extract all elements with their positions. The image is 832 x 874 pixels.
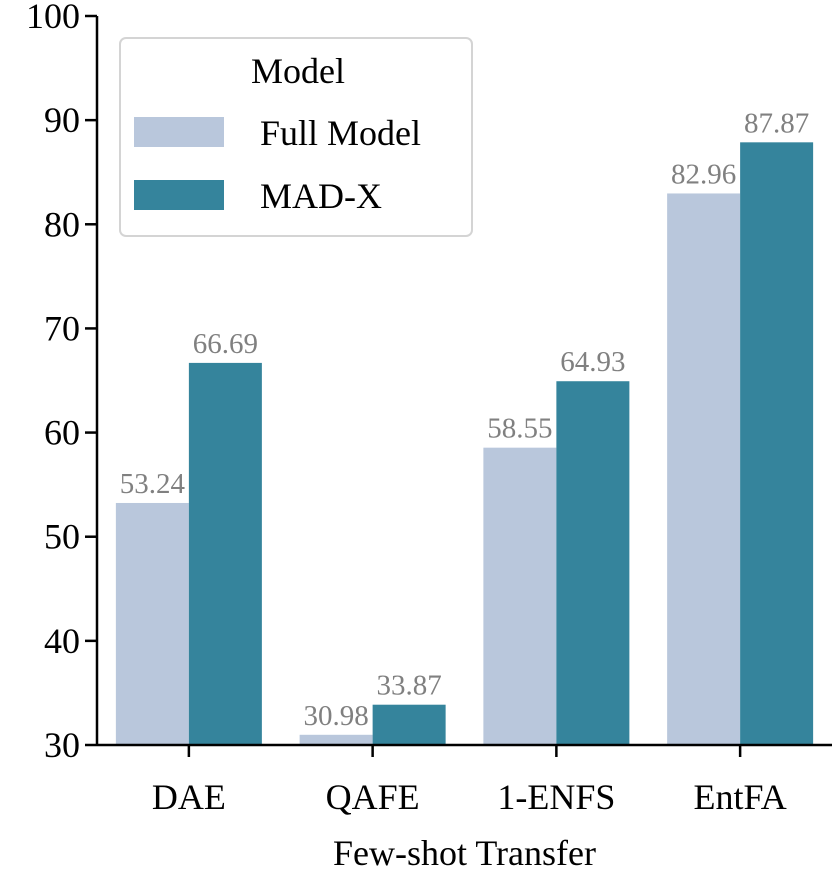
bar-mad-x-dae (188, 362, 262, 745)
x-axis: DAE QAFE 1-ENFS EntFA (97, 743, 832, 817)
y-tick-label-40: 40 (44, 621, 80, 661)
y-tick-label-100: 100 (26, 0, 80, 36)
x-tick-label-1-enfs: 1-ENFS (497, 777, 615, 817)
y-axis: 30 40 50 60 70 80 90 100 (26, 0, 99, 765)
data-label-mad-x-qafe: 33.87 (377, 670, 442, 702)
bar-full-model-entfa (667, 193, 741, 746)
y-tick-label-60: 60 (44, 413, 80, 453)
data-label-mad-x-1-enfs: 64.93 (560, 346, 625, 378)
data-label-full-model-dae: 53.24 (120, 468, 186, 500)
bar-mad-x-1-enfs (556, 381, 630, 745)
y-tick-label-80: 80 (44, 204, 80, 244)
bars-layer (115, 142, 814, 746)
y-tick-label-30: 30 (44, 725, 80, 765)
x-tick-label-dae: DAE (152, 777, 226, 817)
x-axis-title: Few-shot Transfer (333, 833, 596, 873)
y-tick-label-90: 90 (44, 100, 80, 140)
y-tick-label-50: 50 (44, 517, 80, 557)
data-labels-layer: 53.24 30.98 58.55 82.96 66.69 33.87 64.93 87.87 (120, 107, 810, 731)
legend-swatch-full-model (134, 117, 224, 147)
data-label-full-model-1-enfs: 58.55 (487, 413, 552, 445)
data-label-full-model-qafe: 30.98 (304, 700, 369, 732)
x-tick-label-qafe: QAFE (326, 777, 420, 817)
legend-title: Model (251, 51, 345, 91)
data-label-mad-x-dae: 66.69 (193, 328, 258, 360)
legend-label-full-model: Full Model (260, 113, 421, 153)
bar-full-model-dae (115, 502, 189, 745)
x-tick-label-entfa: EntFA (693, 777, 786, 817)
bar-mad-x-qafe (372, 704, 446, 745)
legend: Model Full Model MAD-X (119, 37, 473, 237)
bar-full-model-qafe (299, 734, 373, 745)
legend-swatch-mad-x (134, 180, 224, 210)
data-label-mad-x-entfa: 87.87 (744, 107, 809, 139)
bar-mad-x-entfa (740, 142, 814, 745)
y-tick-label-70: 70 (44, 308, 80, 348)
data-label-full-model-entfa: 82.96 (671, 158, 736, 190)
bar-full-model-1-enfs (483, 447, 557, 745)
legend-label-mad-x: MAD-X (260, 176, 382, 216)
